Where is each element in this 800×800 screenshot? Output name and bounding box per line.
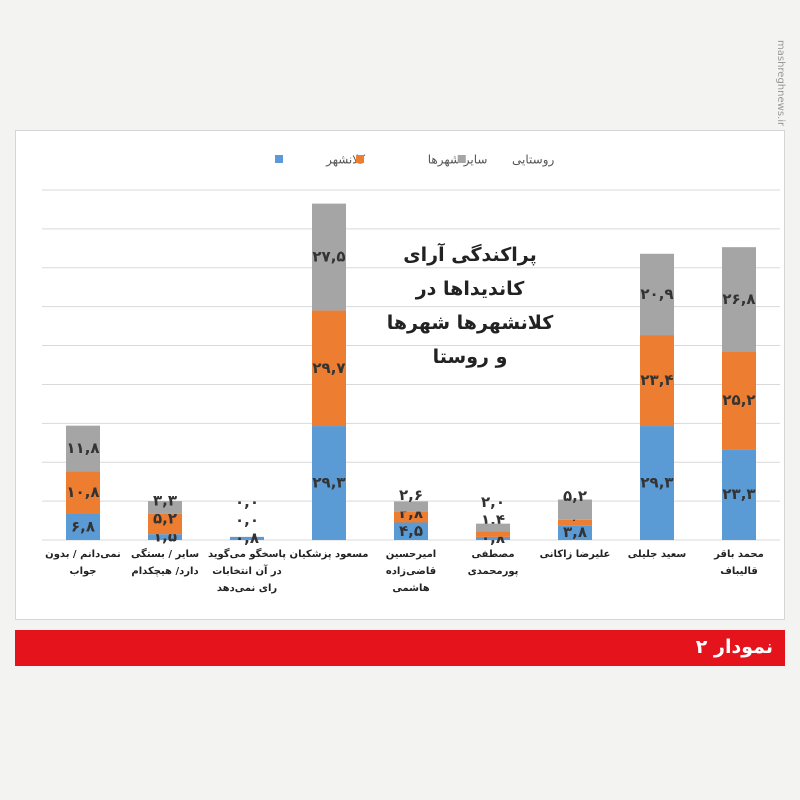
x-tick-label: امیرحسین قاضی‌زاده هاشمی (385, 549, 437, 594)
caption: نمودار ۲ (695, 636, 773, 658)
x-tick-label: سعید جلیلی (627, 549, 687, 560)
x-tick-label: محمد باقر قالیباف (714, 549, 764, 577)
data-label: ۲۳,۴ (640, 371, 673, 389)
data-label: ۳,۸ (563, 523, 587, 541)
bar-segment (722, 449, 756, 540)
data-label: ۲۹,۳ (312, 474, 345, 492)
data-label: ۴,۵ (399, 522, 423, 540)
data-label: ۲۹,۳ (640, 474, 673, 492)
data-label: ۰,۰ (235, 511, 259, 529)
legend-swatch (457, 155, 466, 163)
source: mashreghnews.ir (775, 40, 786, 127)
data-label: ۱۰,۸ (66, 483, 99, 501)
x-tick-label: سایر / بستگی دارد/ هیچکدام (130, 549, 200, 577)
bar-segment (312, 310, 346, 427)
bar-segment (312, 203, 346, 311)
bar-segment (66, 471, 100, 514)
bar-segment (558, 525, 592, 540)
bar-segment (476, 536, 510, 540)
data-label: ۵,۲ (153, 510, 177, 528)
bar-segment (722, 247, 756, 352)
caption-bar: نمودار ۲ (15, 630, 785, 666)
bar-segment (148, 513, 182, 535)
bar-segment (394, 501, 428, 512)
bar-segment (312, 426, 346, 540)
data-label: ۵,۲ (563, 487, 587, 505)
bar-segment (148, 501, 182, 514)
bar-segment (640, 426, 674, 540)
data-label: ۲۰,۹ (640, 285, 673, 303)
data-label: ۶,۸ (71, 517, 95, 535)
data-label: ۱۱,۸ (66, 439, 99, 457)
x-tick-label: مسعود پزشکیان (289, 549, 369, 560)
bar-segment (66, 425, 100, 472)
data-label: ۲۶,۸ (722, 290, 755, 308)
legend-swatch (275, 155, 283, 163)
data-label: ۲۹,۷ (312, 359, 345, 377)
bar-segment (476, 523, 510, 532)
data-label: ۰,۸ (235, 529, 259, 547)
data-label: ۳,۳ (153, 492, 177, 510)
bar-segment (476, 531, 510, 537)
data-label: ۲۵,۲ (722, 391, 755, 409)
legend-label: روستایی (512, 153, 554, 168)
data-label: ۰,۰ (235, 493, 259, 511)
x-tick-label: نمی‌دانم / بدون جواب (45, 549, 121, 577)
data-label: ۲۳,۳ (722, 485, 755, 503)
x-tick-label: مصطفی پورمحمدی (467, 549, 519, 577)
bar-segment (722, 351, 756, 450)
bar-segment (640, 253, 674, 336)
bar-segment (66, 513, 100, 540)
bar-segment (558, 499, 592, 520)
data-label: ۲,۶ (399, 486, 423, 504)
legend-label: کلانشهر (325, 153, 365, 168)
bar-segment (394, 522, 428, 540)
bar-segment (558, 519, 592, 526)
x-tick-label: پاسخگو می‌گوید در آن انتخابات رای نمی‌ده… (207, 549, 287, 594)
data-label: ۲,۰ (481, 493, 505, 511)
bar-segment (394, 511, 428, 523)
chart-title: پراکندگی آرای کاندیداها در کلانشهرها شهر… (386, 244, 554, 368)
bar-segment (640, 335, 674, 427)
bar-segment (230, 536, 264, 540)
bar-segment (148, 534, 182, 540)
x-tick-label: علیرضا زاکانی (539, 549, 611, 560)
legend-label: سایر شهرها (428, 153, 488, 168)
data-label: ۲۷,۵ (312, 248, 345, 266)
legend-swatch (356, 155, 365, 163)
